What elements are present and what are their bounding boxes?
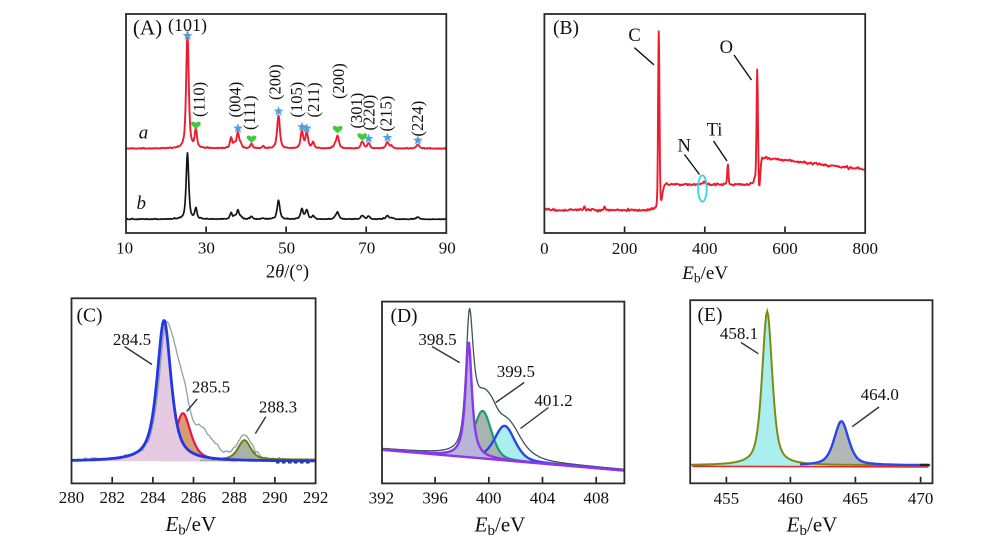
svg-text:N: N	[678, 136, 691, 156]
svg-text:464.0: 464.0	[861, 385, 899, 404]
svg-text:460: 460	[778, 489, 804, 508]
svg-text:Eb/eV: Eb/eV	[681, 263, 728, 286]
svg-text:2θ/(°): 2θ/(°)	[266, 263, 309, 283]
svg-text:408: 408	[583, 489, 609, 508]
svg-text:b: b	[136, 193, 146, 214]
svg-text:392: 392	[369, 489, 395, 508]
svg-text:200: 200	[612, 239, 638, 258]
svg-text:a: a	[139, 123, 149, 144]
svg-text:290: 290	[262, 488, 288, 507]
svg-text:280: 280	[59, 488, 85, 507]
svg-text:288.3: 288.3	[259, 398, 297, 417]
svg-text:(215): (215)	[377, 96, 396, 132]
svg-text:282: 282	[99, 488, 125, 507]
svg-text:30: 30	[198, 239, 215, 258]
svg-text:(224): (224)	[408, 101, 427, 137]
svg-text:458.1: 458.1	[720, 324, 758, 343]
svg-text:398.5: 398.5	[418, 330, 456, 349]
svg-text:286: 286	[181, 488, 207, 507]
svg-text:(101): (101)	[168, 15, 207, 36]
svg-text:(301): (301)	[347, 93, 366, 129]
svg-text:(220): (220)	[359, 95, 378, 131]
svg-text:400: 400	[476, 489, 502, 508]
svg-text:455: 455	[714, 489, 740, 508]
svg-text:0: 0	[540, 239, 549, 258]
svg-text:O: O	[720, 38, 733, 58]
svg-text:70: 70	[358, 239, 375, 258]
svg-text:Eb/eV: Eb/eV	[786, 513, 838, 540]
svg-text:Eb/eV: Eb/eV	[474, 513, 526, 540]
svg-text:284: 284	[140, 488, 166, 507]
svg-text:(200): (200)	[329, 63, 348, 99]
svg-text:(200): (200)	[265, 64, 284, 100]
svg-text:600: 600	[772, 239, 798, 258]
svg-text:400: 400	[692, 239, 718, 258]
svg-text:465: 465	[843, 489, 869, 508]
svg-text:800: 800	[852, 239, 878, 258]
svg-text:(B): (B)	[553, 18, 579, 39]
svg-text:(E): (E)	[698, 305, 723, 326]
svg-text:C: C	[628, 26, 640, 46]
svg-text:(105): (105)	[287, 82, 306, 118]
svg-text:401.2: 401.2	[534, 391, 572, 410]
svg-text:10: 10	[116, 239, 133, 258]
svg-text:(C): (C)	[77, 306, 103, 327]
svg-text:(211): (211)	[304, 82, 323, 117]
svg-text:284.5: 284.5	[113, 330, 151, 349]
svg-text:470: 470	[908, 489, 934, 508]
svg-text:Ti: Ti	[707, 121, 723, 141]
svg-text:50: 50	[278, 239, 295, 258]
svg-text:90: 90	[439, 239, 456, 258]
svg-text:292: 292	[303, 488, 329, 507]
svg-text:288: 288	[221, 488, 247, 507]
svg-text:285.5: 285.5	[192, 378, 230, 397]
svg-text:396: 396	[422, 489, 448, 508]
svg-text:(A): (A)	[133, 16, 162, 40]
svg-text:(004): (004)	[226, 82, 245, 118]
svg-text:404: 404	[530, 489, 556, 508]
svg-text:Eb/eV: Eb/eV	[164, 512, 216, 539]
svg-text:(110): (110)	[190, 82, 209, 117]
svg-text:(D): (D)	[390, 306, 417, 327]
svg-text:(111): (111)	[240, 95, 259, 130]
svg-text:399.5: 399.5	[497, 362, 535, 381]
